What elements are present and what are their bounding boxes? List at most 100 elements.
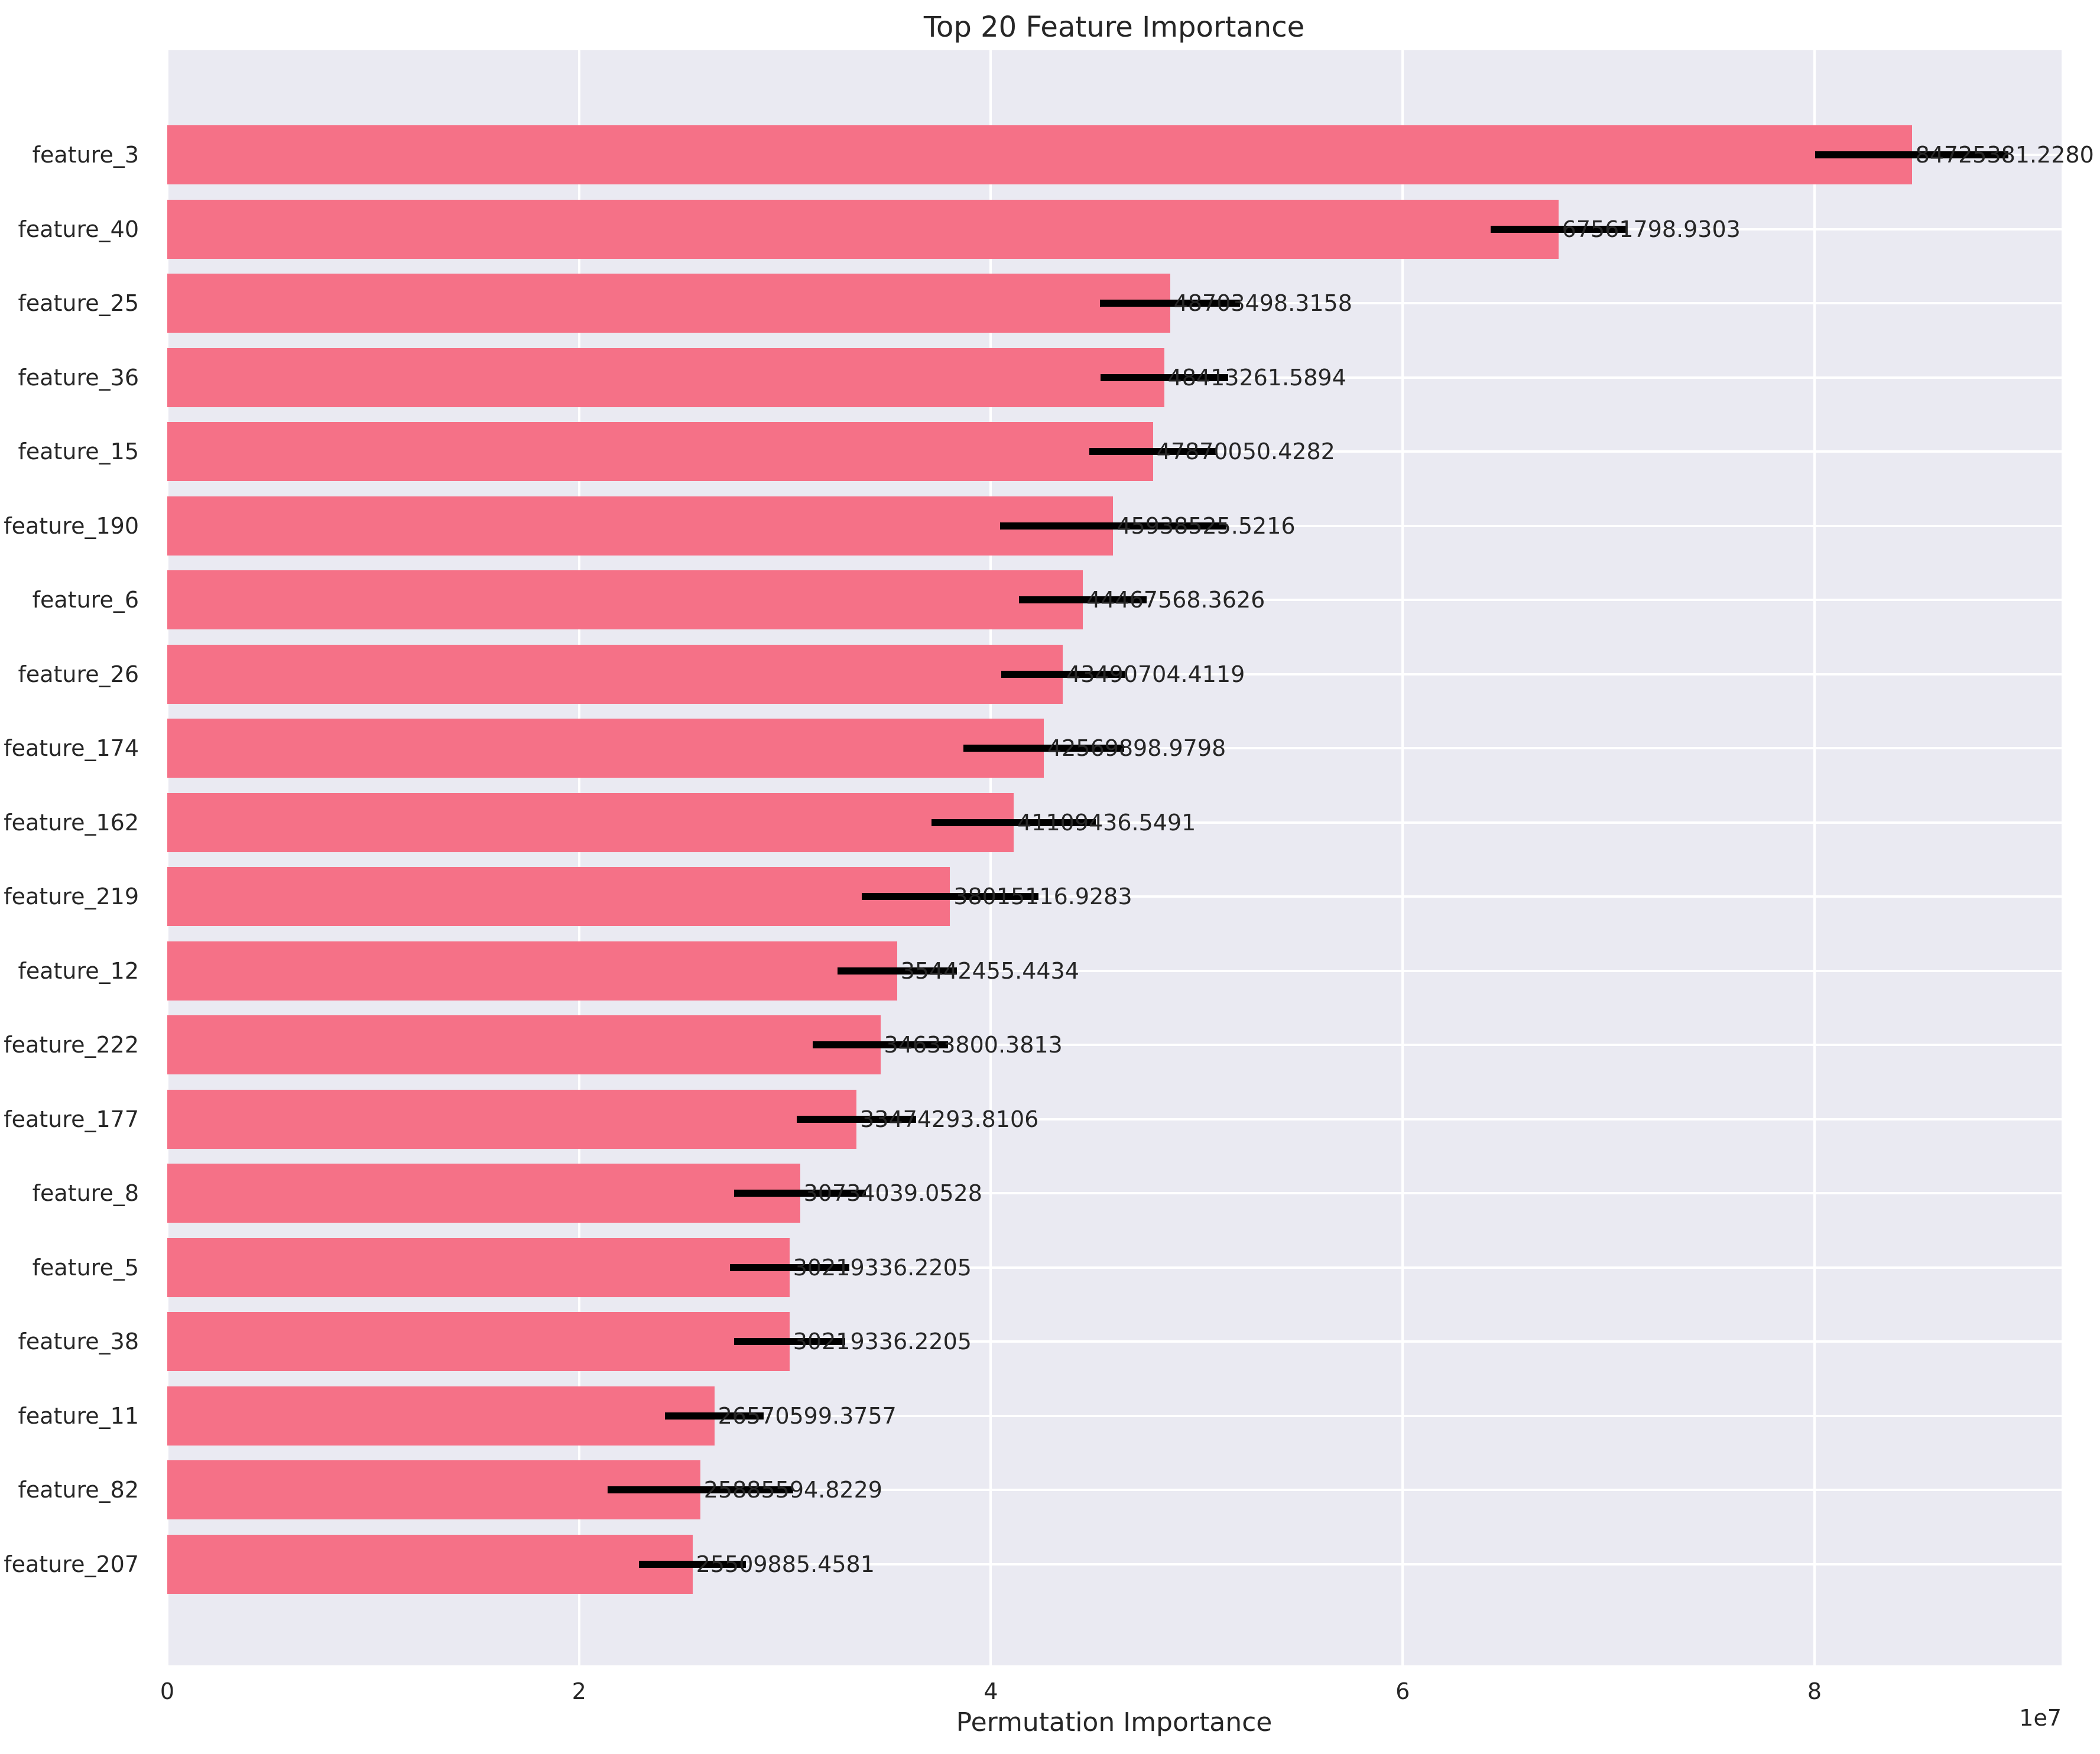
gridline-horizontal: [167, 1192, 2062, 1194]
error-bar-feature_12: [837, 967, 957, 975]
error-bar-feature_11: [665, 1412, 764, 1420]
gridline-horizontal: [167, 1563, 2062, 1565]
gridline-horizontal: [167, 1414, 2062, 1417]
gridline-vertical: [989, 50, 992, 1665]
error-bar-feature_36: [1100, 373, 1228, 381]
x-axis-label: Permutation Importance: [956, 1707, 1273, 1737]
y-tick-label-feature_82: feature_82: [18, 1477, 139, 1503]
y-tick-label-feature_15: feature_15: [18, 438, 139, 465]
y-tick-label-feature_38: feature_38: [18, 1329, 139, 1355]
gridline-horizontal: [167, 821, 2062, 824]
bar-feature_8: [167, 1164, 800, 1223]
y-tick-label-feature_177: feature_177: [4, 1106, 139, 1132]
bar-value-label: 43490704.4119: [1066, 661, 1245, 687]
bar-feature_207: [167, 1534, 693, 1594]
y-tick-label-feature_5: feature_5: [32, 1254, 139, 1281]
x-tick-label-6: 6: [1395, 1678, 1410, 1704]
bar-value-label: 30734039.0528: [803, 1180, 982, 1206]
bar-feature_26: [167, 644, 1063, 704]
error-bar-feature_6: [1019, 596, 1147, 603]
chart-title: Top 20 Feature Importance: [923, 11, 1305, 44]
error-bar-feature_219: [861, 893, 1039, 900]
bar-feature_177: [167, 1089, 857, 1149]
gridline-horizontal: [167, 1118, 2062, 1120]
gridline-vertical: [166, 50, 168, 1665]
y-tick-label-feature_12: feature_12: [18, 957, 139, 984]
plot-area: 84725381.2280 67561798.9303 48703498.3158 4…: [166, 50, 2094, 1665]
bar-value-label: 25509885.4581: [696, 1551, 875, 1577]
y-tick-label-feature_207: feature_207: [4, 1551, 139, 1577]
error-bar-feature_15: [1089, 448, 1217, 455]
bar-feature_190: [167, 496, 1114, 556]
y-tick-label-feature_36: feature_36: [18, 364, 139, 391]
bar-value-label: 48413261.5894: [1167, 364, 1346, 391]
y-tick-label-feature_219: feature_219: [4, 884, 139, 910]
bar-feature_25: [167, 274, 1170, 333]
bar-feature_5: [167, 1237, 790, 1297]
y-tick-label-feature_3: feature_3: [32, 142, 139, 168]
bar-value-label: 84725381.2280: [1915, 142, 2094, 168]
bar-feature_15: [167, 422, 1153, 481]
y-tick-label-feature_25: feature_25: [18, 290, 139, 316]
gridline-horizontal: [167, 1489, 2062, 1491]
error-bar-feature_162: [931, 818, 1096, 826]
y-tick-label-feature_40: feature_40: [18, 216, 139, 242]
x-tick-label-0: 0: [160, 1678, 175, 1704]
bar-feature_6: [167, 570, 1083, 629]
x-tick-label-2: 2: [572, 1678, 586, 1704]
error-bar-feature_177: [797, 1115, 917, 1123]
error-bar-feature_25: [1100, 300, 1241, 307]
gridline-horizontal: [167, 1044, 2062, 1046]
bar-feature_222: [167, 1015, 881, 1074]
y-tick-label-feature_174: feature_174: [4, 735, 139, 761]
bar-feature_40: [167, 199, 1559, 259]
gridline-vertical: [1813, 50, 1816, 1665]
bar-value-label: 41109436.5491: [1017, 809, 1196, 836]
bar-value-label: 25885594.8229: [703, 1477, 882, 1503]
bar-value-label: 67561798.9303: [1562, 216, 1741, 242]
bar-feature_219: [167, 867, 950, 926]
gridline-horizontal: [167, 895, 2062, 898]
error-bar-feature_26: [1001, 670, 1125, 678]
gridline-horizontal: [167, 1340, 2062, 1343]
bar-value-label: 33474293.8106: [860, 1106, 1039, 1132]
bar-feature_38: [167, 1312, 790, 1371]
error-bar-feature_5: [729, 1263, 849, 1271]
bar-feature_174: [167, 719, 1044, 778]
y-tick-label-feature_26: feature_26: [18, 661, 139, 687]
error-bar-feature_190: [999, 522, 1226, 530]
bar-value-label: 30219336.2205: [793, 1254, 972, 1281]
error-bar-feature_82: [608, 1486, 793, 1493]
error-bar-feature_174: [963, 745, 1124, 752]
gridline-horizontal: [167, 1266, 2062, 1269]
bar-value-label: 42569898.9798: [1047, 735, 1226, 761]
bar-value-label: 38015116.9283: [953, 884, 1132, 910]
y-tick-label-feature_6: feature_6: [32, 587, 139, 613]
x-axis-offset-label: 1e7: [2019, 1705, 2062, 1731]
bar-value-label: 47870050.4282: [1156, 438, 1335, 465]
bar-value-label: 44467568.3626: [1086, 587, 1265, 613]
error-bar-feature_207: [639, 1560, 746, 1568]
bar-value-label: 35442455.4434: [900, 957, 1079, 984]
y-tick-label-feature_162: feature_162: [4, 809, 139, 836]
bar-value-label: 30219336.2205: [793, 1329, 972, 1355]
bar-value-label: 26570599.3757: [718, 1402, 897, 1429]
bar-value-label: 45938525.5216: [1116, 512, 1296, 539]
x-tick-label-4: 4: [984, 1678, 998, 1704]
bar-feature_3: [167, 125, 1912, 184]
bar-value-label: 48703498.3158: [1173, 290, 1352, 316]
bar-feature_36: [167, 347, 1164, 407]
gridline-vertical: [1401, 50, 1404, 1665]
gridline-vertical: [577, 50, 580, 1665]
bar-feature_11: [167, 1386, 715, 1446]
y-tick-label-feature_190: feature_190: [4, 512, 139, 539]
error-bar-feature_38: [733, 1338, 845, 1345]
error-bar-feature_40: [1490, 225, 1627, 233]
error-bar-feature_3: [1815, 151, 2009, 158]
y-tick-label-feature_11: feature_11: [18, 1402, 139, 1429]
bar-feature_12: [167, 941, 897, 1001]
error-bar-feature_8: [734, 1190, 866, 1197]
bar-feature_162: [167, 792, 1014, 852]
gridline-horizontal: [167, 969, 2062, 972]
